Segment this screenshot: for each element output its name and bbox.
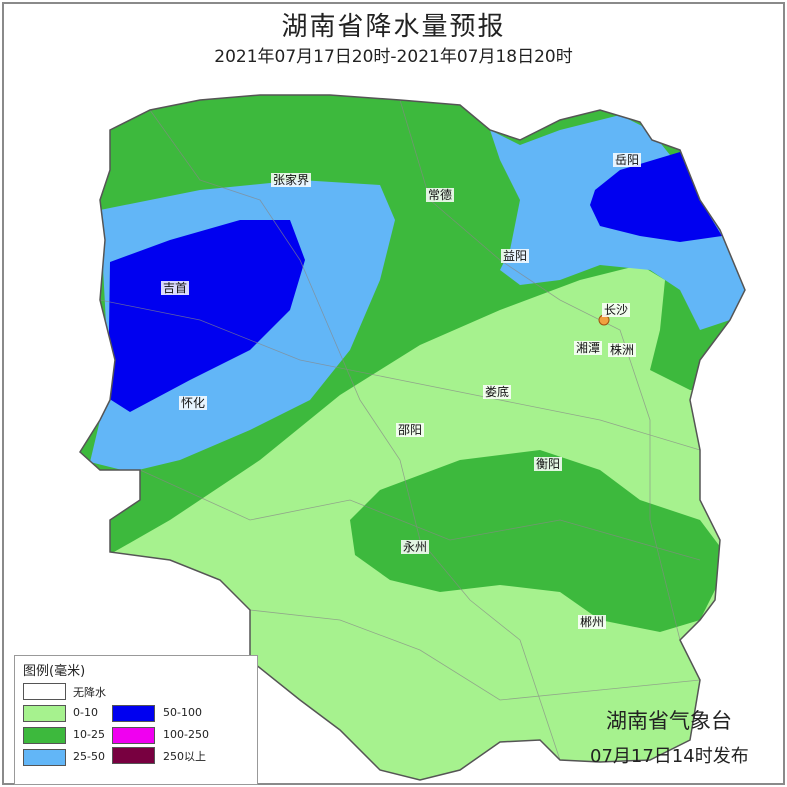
city-label: 湘潭 [573,341,603,355]
issuing-agency: 湖南省气象台 [606,709,732,733]
legend-label: 25-50 [73,750,105,763]
county-borders [99,99,701,761]
city-label: 娄底 [482,385,512,399]
map-subtitle: 2021年07月17日20时-2021年07月18日20时 [214,47,573,67]
legend-label: 50-100 [163,706,202,719]
zone-10-25-south [350,450,730,632]
legend-label: 0-10 [73,706,98,719]
city-label: 常德 [425,188,455,202]
legend-title: 图例(毫米) [23,664,86,679]
city-label: 永州 [400,540,430,554]
legend-swatch [23,727,66,744]
legend: 图例(毫米) 无降水 0-10 10-25 25-50 50-100 100-2… [14,655,258,785]
city-label: 张家界 [270,173,312,187]
map-title: 湖南省降水量预报 [281,12,506,42]
legend-swatch [23,749,66,766]
city-label: 怀化 [178,396,208,410]
city-label: 郴州 [577,615,607,629]
city-label: 益阳 [500,249,530,263]
publish-time: 07月17日14时发布 [590,746,749,767]
city-label: 吉首 [160,281,190,295]
legend-label: 250以上 [163,750,206,763]
legend-label: 10-25 [73,728,105,741]
legend-swatch [112,727,155,744]
legend-swatch [112,705,155,722]
legend-label: 无降水 [73,686,106,699]
city-label: 长沙 [601,303,631,317]
legend-swatch [23,683,66,700]
city-label: 株洲 [607,343,637,357]
legend-swatch [23,705,66,722]
city-label: 岳阳 [612,153,642,167]
city-label: 邵阳 [395,423,425,437]
legend-label: 100-250 [163,728,209,741]
city-label: 衡阳 [533,457,563,471]
zone-50-100-west [108,220,305,412]
legend-swatch [112,747,155,764]
